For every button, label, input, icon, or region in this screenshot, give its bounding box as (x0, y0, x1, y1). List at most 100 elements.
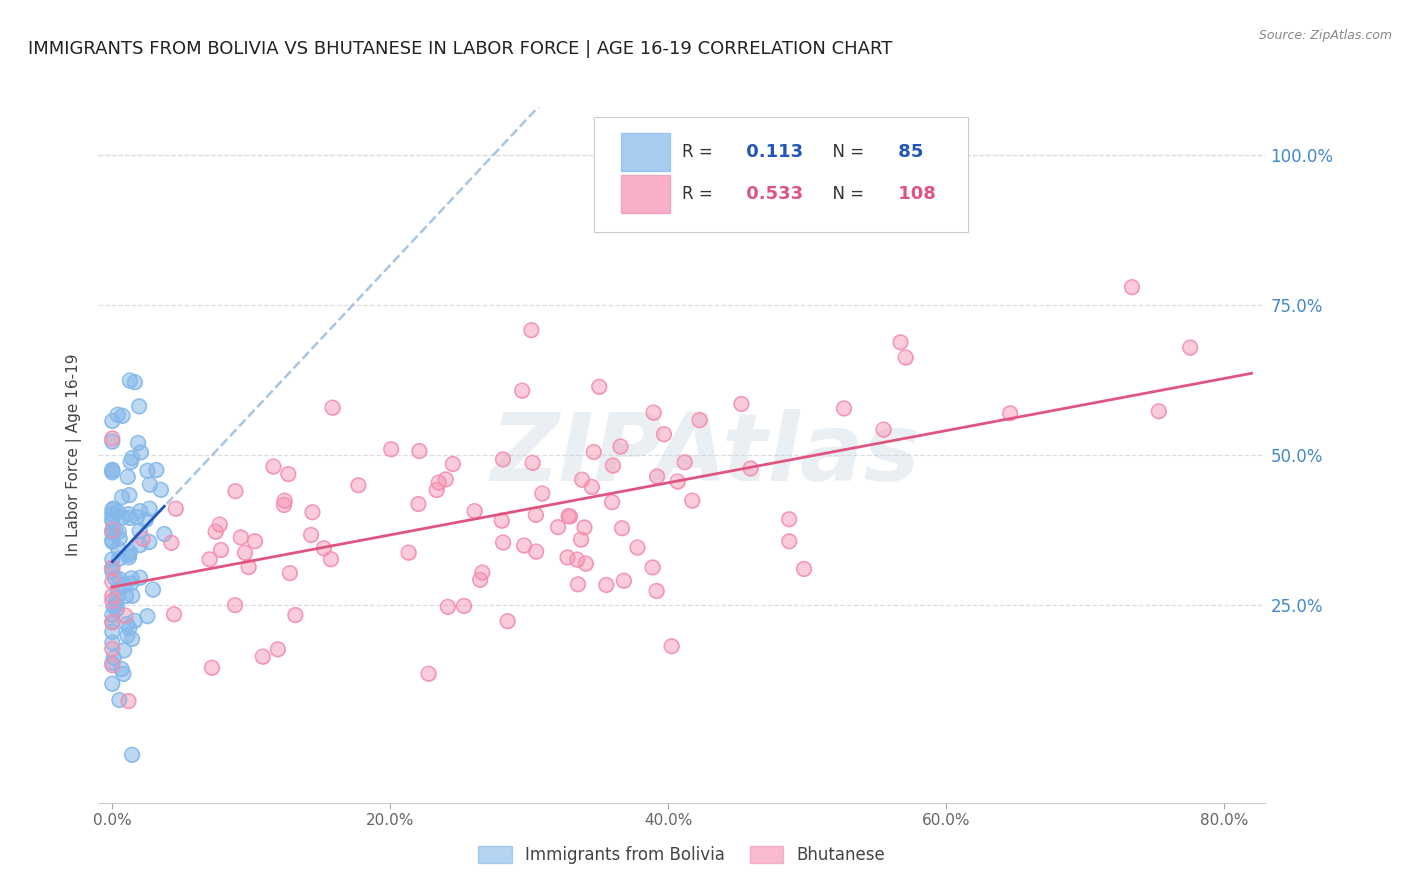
Point (121, 632, 143, 646)
Point (163, 607, 186, 622)
Point (273, 493, 295, 508)
Point (101, 524, 124, 538)
Text: ZIPAtlas: ZIPAtlas (491, 409, 920, 501)
Point (492, 535, 515, 549)
Point (673, 455, 696, 469)
Point (112, 577, 135, 591)
Point (273, 493, 295, 508)
Point (107, 524, 129, 539)
Point (229, 531, 252, 545)
Point (121, 632, 143, 646)
Point (118, 488, 141, 502)
Point (778, 534, 800, 549)
Point (131, 532, 153, 546)
Point (252, 649, 274, 664)
Point (108, 532, 131, 546)
Point (569, 533, 592, 547)
Point (138, 535, 160, 549)
FancyBboxPatch shape (621, 175, 671, 213)
Text: N =: N = (823, 144, 869, 161)
Text: Source: ZipAtlas.com: Source: ZipAtlas.com (1258, 29, 1392, 42)
Point (160, 536, 183, 550)
Point (101, 511, 124, 525)
Point (889, 335, 911, 350)
Point (666, 475, 689, 489)
Point (108, 572, 131, 586)
Point (101, 511, 124, 525)
Point (730, 397, 752, 411)
Point (547, 520, 569, 534)
Point (138, 501, 160, 516)
Point (574, 520, 596, 534)
Point (101, 560, 124, 574)
Point (107, 524, 129, 539)
Point (111, 662, 134, 676)
Point (673, 455, 696, 469)
Point (778, 512, 800, 526)
Point (565, 552, 588, 566)
Point (740, 461, 762, 475)
Point (101, 534, 124, 549)
Point (129, 445, 152, 459)
Point (398, 546, 420, 560)
Point (441, 457, 464, 471)
Point (118, 511, 141, 525)
Point (464, 504, 486, 518)
Point (103, 650, 125, 665)
Point (471, 566, 494, 580)
Point (101, 507, 124, 521)
Point (105, 591, 128, 605)
Point (778, 512, 800, 526)
Point (149, 483, 172, 497)
Point (101, 463, 124, 477)
Point (273, 498, 295, 512)
Point (609, 440, 631, 454)
Point (121, 589, 143, 603)
Point (115, 617, 138, 632)
Point (299, 528, 322, 542)
Point (510, 384, 533, 398)
Point (301, 505, 323, 519)
Point (103, 501, 125, 516)
Point (101, 434, 124, 449)
Point (145, 463, 167, 477)
Point (740, 461, 762, 475)
Point (107, 541, 129, 556)
Point (117, 629, 139, 643)
Point (565, 552, 588, 566)
Point (243, 534, 266, 549)
Point (437, 599, 460, 614)
Point (278, 566, 301, 580)
Point (574, 520, 596, 534)
Point (872, 423, 894, 437)
Point (125, 510, 148, 524)
Point (652, 427, 675, 442)
Point (142, 582, 165, 597)
Point (101, 624, 124, 639)
Point (118, 511, 141, 525)
Point (427, 475, 450, 490)
Point (101, 523, 124, 537)
Point (108, 693, 131, 707)
Point (567, 577, 589, 591)
Point (426, 483, 449, 497)
Point (262, 459, 284, 474)
Point (434, 472, 457, 486)
Point (134, 513, 156, 527)
Text: R =: R = (682, 185, 718, 203)
Point (661, 639, 683, 653)
Point (103, 599, 125, 614)
Point (107, 541, 129, 556)
Point (149, 483, 172, 497)
Point (1121, 280, 1143, 294)
Point (101, 676, 124, 690)
Point (101, 658, 124, 673)
Point (107, 408, 129, 422)
Point (101, 608, 124, 623)
Point (252, 649, 274, 664)
Point (209, 543, 232, 558)
Point (128, 400, 150, 414)
Point (101, 463, 124, 477)
Point (129, 504, 152, 518)
Point (117, 548, 139, 562)
